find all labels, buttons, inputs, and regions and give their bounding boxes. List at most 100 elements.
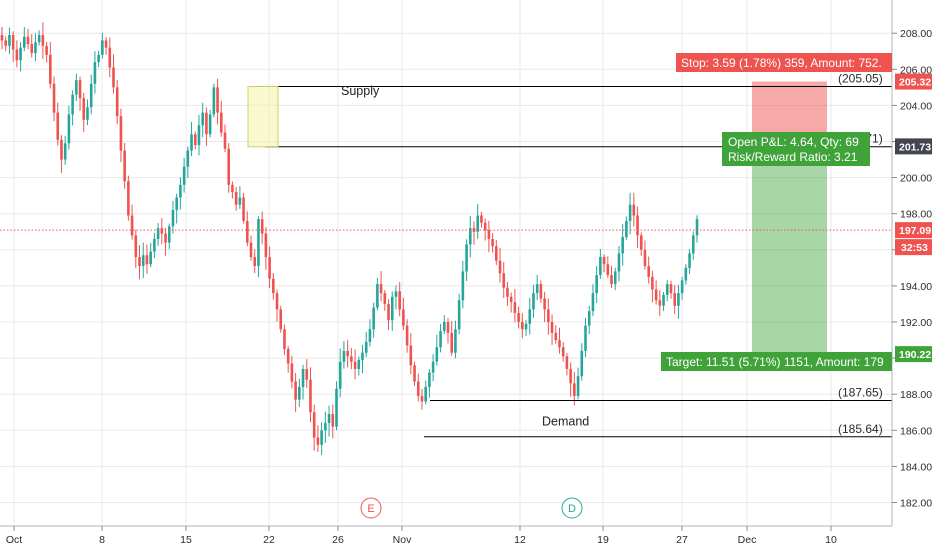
target-label-box[interactable]: Target: 11.51 (5.71%) 1151, Amount: 179	[661, 352, 892, 371]
event-marker-e[interactable]: E	[360, 497, 382, 519]
x-tick-label: Oct	[6, 534, 22, 546]
candle-body	[684, 267, 688, 281]
candle-body	[335, 388, 338, 427]
pnl-text: Open P&L: 4.64, Qty: 69	[728, 135, 859, 149]
candle-body	[379, 284, 383, 294]
candle-body	[662, 294, 665, 306]
candle-body	[205, 112, 208, 135]
candle-body	[67, 114, 71, 144]
candle-body	[587, 311, 591, 326]
target-price-tag: 190.22	[895, 346, 932, 363]
axes	[0, 0, 893, 527]
candle-body	[290, 363, 294, 382]
event-letter: E	[367, 503, 374, 515]
candle-body	[15, 49, 19, 61]
candle-body	[112, 67, 115, 88]
candle-body	[268, 257, 271, 279]
candle-body	[513, 302, 517, 313]
candle-body	[283, 329, 286, 350]
candle-body	[123, 150, 126, 182]
candle-body	[491, 238, 494, 247]
candle-body	[602, 257, 606, 265]
candle-body	[654, 289, 658, 301]
x-tick-label: 27	[676, 534, 688, 546]
candle-body	[353, 361, 357, 369]
event-letter: D	[568, 503, 576, 515]
stop-label-bg[interactable]	[676, 53, 892, 72]
y-tick-label: 184.00	[900, 461, 932, 473]
candle-body	[324, 423, 327, 431]
candle-body	[234, 192, 238, 205]
candle-body	[160, 228, 164, 234]
candle-body	[145, 255, 149, 265]
candle-body	[164, 233, 167, 243]
candle-body	[454, 329, 457, 353]
x-tick-label: Nov	[393, 534, 412, 546]
candle-body	[673, 293, 677, 306]
candle-body	[691, 235, 695, 254]
annotation-demand: Demand	[542, 414, 589, 428]
candle-body	[156, 228, 160, 239]
risk-reward-text: Risk/Reward Ratio: 3.21	[728, 150, 858, 164]
x-tick-label: 8	[99, 534, 105, 546]
pnl-label-bg[interactable]	[722, 132, 870, 166]
candle-body	[584, 325, 587, 351]
entry-price-tag: 201.73	[895, 138, 932, 155]
stop-label-box[interactable]: Stop: 3.59 (1.78%) 359, Amount: 752.	[676, 53, 892, 72]
candle-body	[253, 257, 257, 267]
candle-body	[409, 345, 413, 366]
candle-body	[45, 45, 48, 55]
event-circle[interactable]	[561, 497, 583, 519]
candle-body	[446, 322, 450, 333]
candle-body	[320, 430, 323, 445]
candle-body	[625, 220, 628, 238]
candle-body	[439, 331, 442, 348]
x-tick-label: 26	[332, 534, 344, 546]
price-tags: 205.32 201.73 190.22 197.09 32:53	[895, 73, 932, 363]
candle-body	[558, 340, 561, 348]
candle-body	[257, 219, 260, 267]
candle-body	[431, 361, 435, 373]
event-circle[interactable]	[360, 497, 382, 519]
candle-body	[34, 42, 37, 54]
candle-body	[550, 322, 554, 333]
candle-body	[613, 271, 617, 285]
candle-body	[509, 296, 513, 303]
candle-body	[498, 260, 502, 274]
candle-body	[521, 322, 524, 330]
x-axis-ticks: Oct 8 15 22 26 Nov 12 19 27 Dec 10	[6, 526, 837, 546]
candle-body	[171, 210, 175, 227]
candle-body	[383, 293, 387, 304]
candle-body	[245, 220, 249, 243]
candle-body	[63, 143, 67, 160]
stop-label-text: Stop: 3.59 (1.78%) 359, Amount: 752.	[681, 56, 882, 70]
candle-body	[413, 365, 416, 382]
x-tick-label: 19	[597, 534, 609, 546]
candle-body	[677, 293, 680, 306]
candle-body	[305, 368, 309, 380]
candle-body	[565, 356, 569, 369]
y-tick-label: 208.00	[900, 28, 932, 40]
candle-body	[390, 296, 394, 321]
candle-body	[591, 293, 595, 312]
candle-body	[554, 332, 558, 341]
candle-body	[502, 273, 506, 288]
supply-highlight-box	[247, 85, 279, 148]
candle-body	[167, 226, 171, 243]
candle-body	[197, 125, 201, 146]
candle-body	[249, 242, 253, 258]
candle-body	[286, 349, 290, 364]
candle-body	[628, 204, 632, 221]
candle-body	[442, 322, 446, 332]
event-marker-d[interactable]: D	[561, 497, 583, 519]
target-label-text: Target: 11.51 (5.71%) 1151, Amount: 179	[666, 355, 884, 369]
target-label-bg[interactable]	[661, 352, 892, 371]
position-labels[interactable]: Stop: 3.59 (1.78%) 359, Amount: 752. Open…	[661, 53, 892, 371]
candle-body	[346, 350, 349, 357]
candle-body	[301, 368, 305, 387]
candle-body	[617, 253, 621, 272]
y-tick-label: 198.00	[900, 209, 932, 221]
candle-body	[402, 309, 405, 326]
